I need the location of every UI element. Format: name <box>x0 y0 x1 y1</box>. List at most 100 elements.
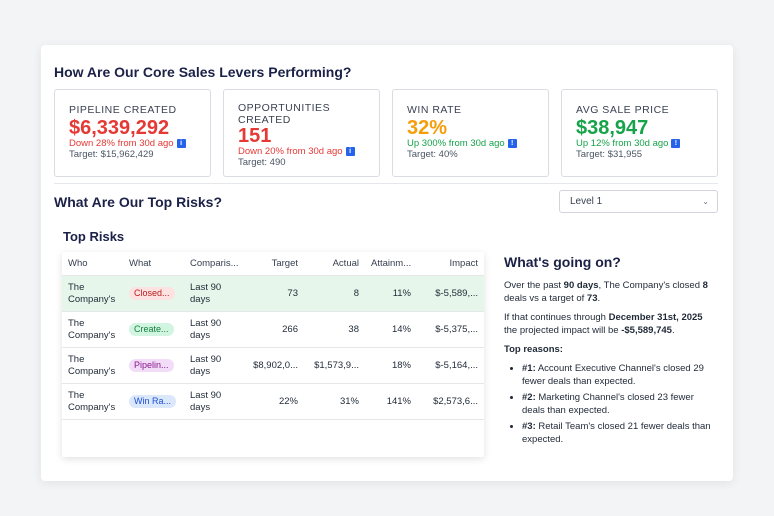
kpi-change-text: Up 12% from 30d ago <box>576 138 669 149</box>
info-icon[interactable]: i <box>176 138 186 148</box>
reason-rank: #2: <box>522 392 536 403</box>
kpi-avg-sale-price[interactable]: AVG SALE PRICE $38,947 Up 12% from 30d a… <box>561 89 718 177</box>
insight-paragraph-1: Over the past 90 days, The Company's clo… <box>504 279 718 305</box>
reasons-list: #1: Account Executive Channel's closed 2… <box>504 362 718 449</box>
info-icon[interactable]: i <box>345 146 355 156</box>
column-header-impact[interactable]: Impact <box>417 252 484 276</box>
level-select[interactable]: Level 1 ⌄ <box>559 190 718 213</box>
cell-actual: 31% <box>304 383 365 420</box>
cell-attainment: 141% <box>365 383 417 420</box>
chevron-down-icon: ⌄ <box>702 197 709 206</box>
what-pill: Closed... <box>129 287 175 300</box>
cell-impact: $-5,164,... <box>417 347 484 384</box>
cell-comparison: Last 90 days <box>184 347 246 384</box>
cell-what: Win Ra... <box>123 383 184 420</box>
what-pill: Create... <box>129 323 174 336</box>
reasons-title: Top reasons: <box>504 344 563 355</box>
kpi-target: Target: 40% <box>407 149 458 160</box>
column-header-actual[interactable]: Actual <box>304 252 365 276</box>
insight-text: Over the past <box>504 280 564 291</box>
risks-section-title: What Are Our Top Risks? <box>54 194 223 210</box>
reason-text: Account Executive Channel's closed 29 fe… <box>522 363 704 387</box>
cell-target: 22% <box>246 383 304 420</box>
reason-rank: #3: <box>522 421 536 432</box>
info-icon[interactable]: ! <box>671 138 681 148</box>
insight-days: 90 days <box>563 280 599 291</box>
kpi-change: Down 20% from 30d ago i <box>238 146 355 157</box>
kpi-change: Up 12% from 30d ago! <box>576 138 681 149</box>
cell-comparison: Last 90 days <box>184 275 246 312</box>
info-icon[interactable]: ! <box>507 138 517 148</box>
table-row[interactable]: The Company's Win Ra... Last 90 days 22%… <box>62 383 484 420</box>
reason-text: Marketing Channel's closed 23 fewer deal… <box>522 392 694 416</box>
kpi-value: 151 <box>238 125 272 147</box>
cell-comparison: Last 90 days <box>184 311 246 348</box>
cell-who: The Company's <box>62 275 123 312</box>
kpi-target: Target: $31,955 <box>576 149 643 160</box>
top-risks-table: Who What Comparis... Target Actual Attai… <box>62 252 484 457</box>
table-header-row: Who What Comparis... Target Actual Attai… <box>62 252 484 276</box>
kpi-win-rate[interactable]: WIN RATE 32% Up 300% from 30d ago! Targe… <box>392 89 549 177</box>
kpi-change-text: Down 28% from 30d ago <box>69 138 174 149</box>
insight-text: the projected impact will be <box>504 325 622 336</box>
cell-who: The Company's <box>62 311 123 348</box>
cell-actual: 38 <box>304 311 365 348</box>
cell-impact: $-5,375,... <box>417 311 484 348</box>
kpi-label: OPPORTUNITIES CREATED <box>238 102 331 126</box>
kpi-change: Down 28% from 30d ago i <box>69 138 186 149</box>
column-header-comparison[interactable]: Comparis... <box>184 252 246 276</box>
kpi-change: Up 300% from 30d ago! <box>407 138 517 149</box>
kpi-change-text: Down 20% from 30d ago <box>238 146 343 157</box>
cell-actual: $1,573,9... <box>304 347 365 384</box>
what-pill: Win Ra... <box>129 395 177 408</box>
cell-target: $8,902,0... <box>246 347 304 384</box>
table-row[interactable]: The Company's Create... Last 90 days 266… <box>62 311 484 348</box>
reason-text: Retail Team's closed 21 fewer deals than… <box>522 421 711 445</box>
kpi-label: AVG SALE PRICE <box>576 104 670 116</box>
kpi-change-text: Up 300% from 30d ago <box>407 138 505 149</box>
top-risks-title: Top Risks <box>63 229 125 244</box>
page-title: How Are Our Core Sales Levers Performing… <box>54 64 352 80</box>
cell-impact: $2,573,6... <box>417 383 484 420</box>
level-select-value: Level 1 <box>570 196 603 207</box>
kpi-pipeline-created[interactable]: PIPELINE CREATED $6,339,292 Down 28% fro… <box>54 89 211 177</box>
insight-count: 8 <box>702 280 708 291</box>
cell-impact: $-5,589,... <box>417 275 484 312</box>
kpi-label: PIPELINE CREATED <box>69 104 177 116</box>
table-row[interactable]: The Company's Pipelin... Last 90 days $8… <box>62 347 484 384</box>
insight-target: 73 <box>586 293 598 304</box>
list-item: #3: Retail Team's closed 21 fewer deals … <box>522 420 718 446</box>
insight-text: If that continues through <box>504 312 609 323</box>
cell-what: Closed... <box>123 275 184 312</box>
kpi-value: $6,339,292 <box>69 117 170 139</box>
what-pill: Pipelin... <box>129 359 174 372</box>
column-header-attainment[interactable]: Attainm... <box>365 252 417 276</box>
list-item: #2: Marketing Channel's closed 23 fewer … <box>522 391 718 417</box>
insight-text: . <box>671 325 675 336</box>
cell-what: Create... <box>123 311 184 348</box>
cell-attainment: 14% <box>365 311 417 348</box>
insight-text: , The Company's closed <box>598 280 703 291</box>
column-header-who[interactable]: Who <box>62 252 123 276</box>
cell-attainment: 11% <box>365 275 417 312</box>
insight-title: What's going on? <box>504 254 621 270</box>
kpi-target: Target: 490 <box>238 157 286 168</box>
dashboard-card: How Are Our Core Sales Levers Performing… <box>41 45 733 481</box>
insight-text: deals vs a target of <box>504 293 587 304</box>
kpi-opportunities-created[interactable]: OPPORTUNITIES CREATED 151 Down 20% from … <box>223 89 380 177</box>
section-divider <box>54 183 718 184</box>
cell-actual: 8 <box>304 275 365 312</box>
table-row[interactable]: The Company's Closed... Last 90 days 73 … <box>62 275 484 312</box>
cell-comparison: Last 90 days <box>184 383 246 420</box>
kpi-target: Target: $15,962,429 <box>69 149 154 160</box>
column-header-what[interactable]: What <box>123 252 184 276</box>
insight-impact: -$5,589,745 <box>621 325 672 336</box>
cell-target: 73 <box>246 275 304 312</box>
cell-target: 266 <box>246 311 304 348</box>
cell-who: The Company's <box>62 383 123 420</box>
reason-rank: #1: <box>522 363 536 374</box>
kpi-value: 32% <box>407 117 448 139</box>
list-item: #1: Account Executive Channel's closed 2… <box>522 362 718 388</box>
kpi-value: $38,947 <box>576 117 649 139</box>
column-header-target[interactable]: Target <box>246 252 304 276</box>
